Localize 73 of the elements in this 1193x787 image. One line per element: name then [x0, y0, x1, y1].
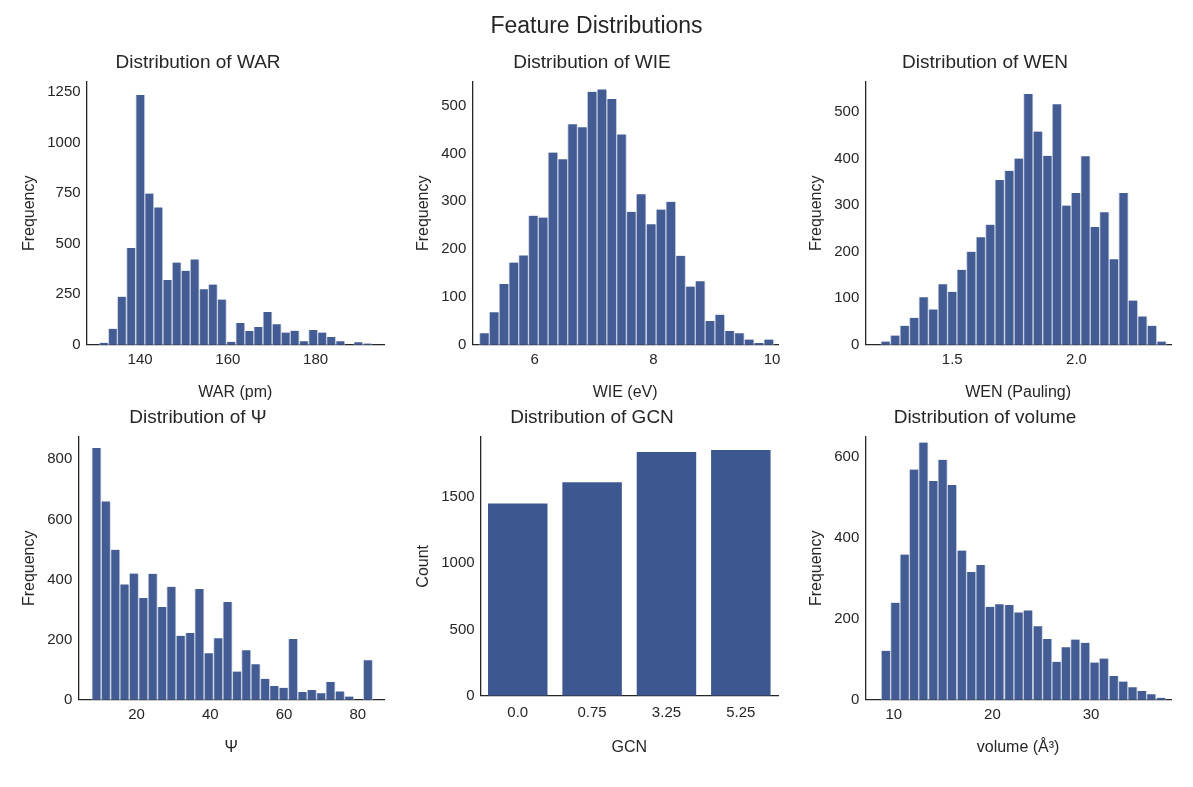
x-tick-label: 10 — [885, 704, 903, 722]
y-axis-title: Frequency — [20, 175, 38, 252]
x-tick-label: 40 — [201, 704, 219, 722]
x-tick-label: 0.75 — [577, 702, 607, 720]
y-axis-title: Frequency — [20, 530, 38, 607]
y-tick-label: 1000 — [440, 553, 475, 571]
y-tick-label: 600 — [47, 509, 73, 527]
y-tick-label: 1000 — [47, 132, 81, 150]
y-tick-label: 500 — [449, 619, 475, 637]
x-axis-title: Ψ — [224, 737, 238, 755]
y-tick-label: 800 — [47, 449, 73, 467]
y-tick-label: 0 — [465, 685, 475, 703]
y-tick-label: 400 — [834, 528, 860, 546]
y-axis-title: Frequency — [807, 530, 825, 607]
y-tick-label: 0 — [850, 334, 860, 352]
x-tick-label: 3.25 — [651, 702, 681, 720]
y-tick-label: 200 — [47, 629, 73, 647]
y-tick-label: 500 — [440, 95, 466, 113]
bar — [487, 503, 547, 696]
y-tick-label: 0 — [457, 334, 466, 352]
y-axis-title: Count — [413, 544, 431, 588]
x-tick-label: 20 — [984, 704, 1001, 722]
x-tick-label: 30 — [1082, 704, 1100, 722]
x-tick-label: 1.5 — [941, 349, 963, 367]
x-tick-label: 0.0 — [506, 702, 528, 720]
x-tick-label: 6 — [529, 349, 539, 367]
x-tick-label: 8 — [648, 349, 657, 367]
y-tick-label: 200 — [834, 609, 860, 627]
chart-title: Distribution of WIE — [512, 50, 671, 72]
y-tick-label: 200 — [834, 241, 860, 259]
bar — [710, 450, 771, 696]
y-tick-label: 500 — [834, 102, 860, 120]
y-axis-title: Frequency — [807, 175, 825, 252]
bar — [561, 482, 622, 696]
y-tick-label: 750 — [55, 183, 81, 201]
x-tick-label: 2.0 — [1066, 349, 1087, 367]
y-tick-label: 0 — [63, 689, 73, 707]
x-tick-label: 80 — [349, 704, 367, 722]
x-tick-label: 160 — [215, 349, 241, 367]
y-tick-label: 500 — [55, 233, 81, 251]
x-tick-label: 10 — [763, 349, 780, 367]
y-tick-label: 400 — [834, 148, 860, 166]
y-tick-label: 400 — [47, 569, 73, 587]
x-axis-title: WEN (Pauling) — [965, 382, 1072, 400]
x-axis-title: WAR (pm) — [198, 382, 273, 400]
chart-title: Distribution of volume — [893, 405, 1077, 427]
y-tick-label: 100 — [440, 287, 466, 305]
chart-title: Distribution of WEN — [902, 50, 1068, 72]
y-tick-label: 1250 — [47, 82, 81, 100]
y-tick-label: 400 — [440, 143, 466, 161]
y-tick-label: 0 — [72, 334, 81, 352]
y-axis-title: Frequency — [413, 175, 431, 252]
y-tick-label: 600 — [834, 447, 860, 465]
y-tick-label: 0 — [850, 689, 860, 707]
chart-title: Distribution of GCN — [509, 405, 674, 427]
y-tick-label: 250 — [55, 284, 81, 302]
text: Feature Distributions — [489, 11, 704, 40]
x-tick-label: 20 — [128, 704, 145, 722]
y-tick-label: 200 — [440, 239, 466, 257]
x-tick-label: 140 — [127, 349, 153, 367]
x-tick-label: 180 — [303, 349, 329, 367]
chart-title: Distribution of Ψ — [129, 405, 267, 427]
y-tick-label: 1500 — [440, 486, 475, 504]
chart-title: Distribution of WAR — [115, 50, 281, 72]
bar — [636, 452, 696, 696]
x-tick-label: 5.25 — [725, 702, 755, 720]
x-tick-label: 60 — [275, 704, 293, 722]
x-axis-title: volume (Å³) — [976, 736, 1060, 755]
x-axis-title: WIE (eV) — [592, 382, 658, 400]
x-axis-title: GCN — [611, 737, 647, 755]
y-tick-label: 300 — [834, 195, 860, 213]
y-tick-label: 100 — [834, 288, 860, 306]
y-tick-label: 300 — [440, 191, 466, 209]
